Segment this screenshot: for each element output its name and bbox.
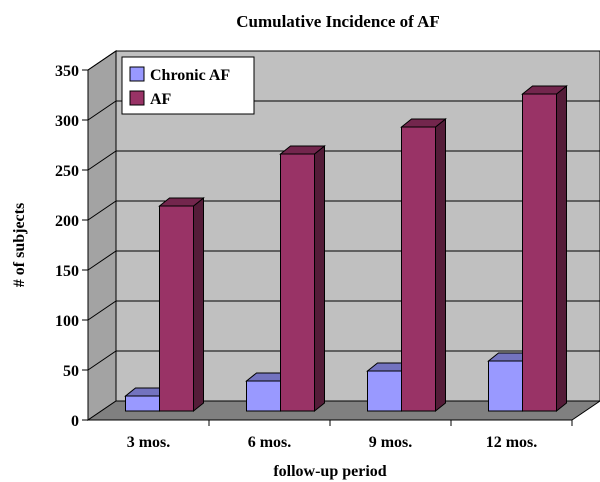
- y-tick-label: 250: [55, 163, 79, 180]
- x-tick-label: 9 mos.: [369, 434, 413, 451]
- x-tick-label: 12 mos.: [486, 434, 538, 451]
- bar-side-face: [193, 196, 204, 413]
- bar-chronic-af: [125, 395, 160, 412]
- y-tick-label: 50: [63, 363, 79, 380]
- legend-label: Chronic AF: [150, 67, 230, 84]
- bar-side-face: [314, 144, 325, 413]
- bar-chronic-af: [246, 380, 281, 412]
- bar-top-face: [158, 197, 205, 207]
- bar-af: [401, 126, 436, 412]
- y-axis: 0 50 100 150 200 250 300 350: [55, 63, 89, 430]
- bar-top-face: [521, 85, 568, 95]
- y-tick-label: 200: [55, 213, 79, 230]
- x-axis: 3 mos. 6 mos. 9 mos. 12 mos.: [88, 419, 573, 451]
- chart-title: Cumulative Incidence of AF: [236, 12, 440, 31]
- y-tick-label: 0: [71, 413, 79, 430]
- bars: [124, 84, 568, 413]
- legend: Chronic AF AF: [121, 56, 255, 115]
- legend-swatch: [129, 90, 145, 106]
- legend-swatch: [129, 66, 145, 82]
- bar-af: [522, 93, 557, 412]
- bar-chronic-af: [367, 370, 402, 412]
- y-tick-label: 300: [55, 113, 79, 130]
- bar-side-face: [435, 117, 446, 413]
- x-tick-label: 6 mos.: [248, 434, 292, 451]
- gridline: [87, 100, 600, 121]
- chart-walls: [86, 50, 600, 421]
- bar-top-face: [279, 145, 326, 155]
- y-axis-title: # of subjects: [11, 203, 28, 287]
- y-tick-label: 100: [55, 313, 79, 330]
- y-tick-label: 150: [55, 263, 79, 280]
- bar-top-face: [400, 118, 447, 128]
- gridline: [87, 50, 600, 71]
- bar-chronic-af: [488, 360, 523, 412]
- bar-side-face: [556, 84, 567, 413]
- x-axis-title: follow-up period: [273, 463, 386, 480]
- bar-af: [159, 205, 194, 412]
- bar-af: [280, 153, 315, 412]
- side-wall: [87, 50, 117, 421]
- legend-label: AF: [150, 91, 172, 108]
- y-tick-label: 350: [55, 63, 79, 80]
- x-tick-label: 3 mos.: [127, 434, 171, 451]
